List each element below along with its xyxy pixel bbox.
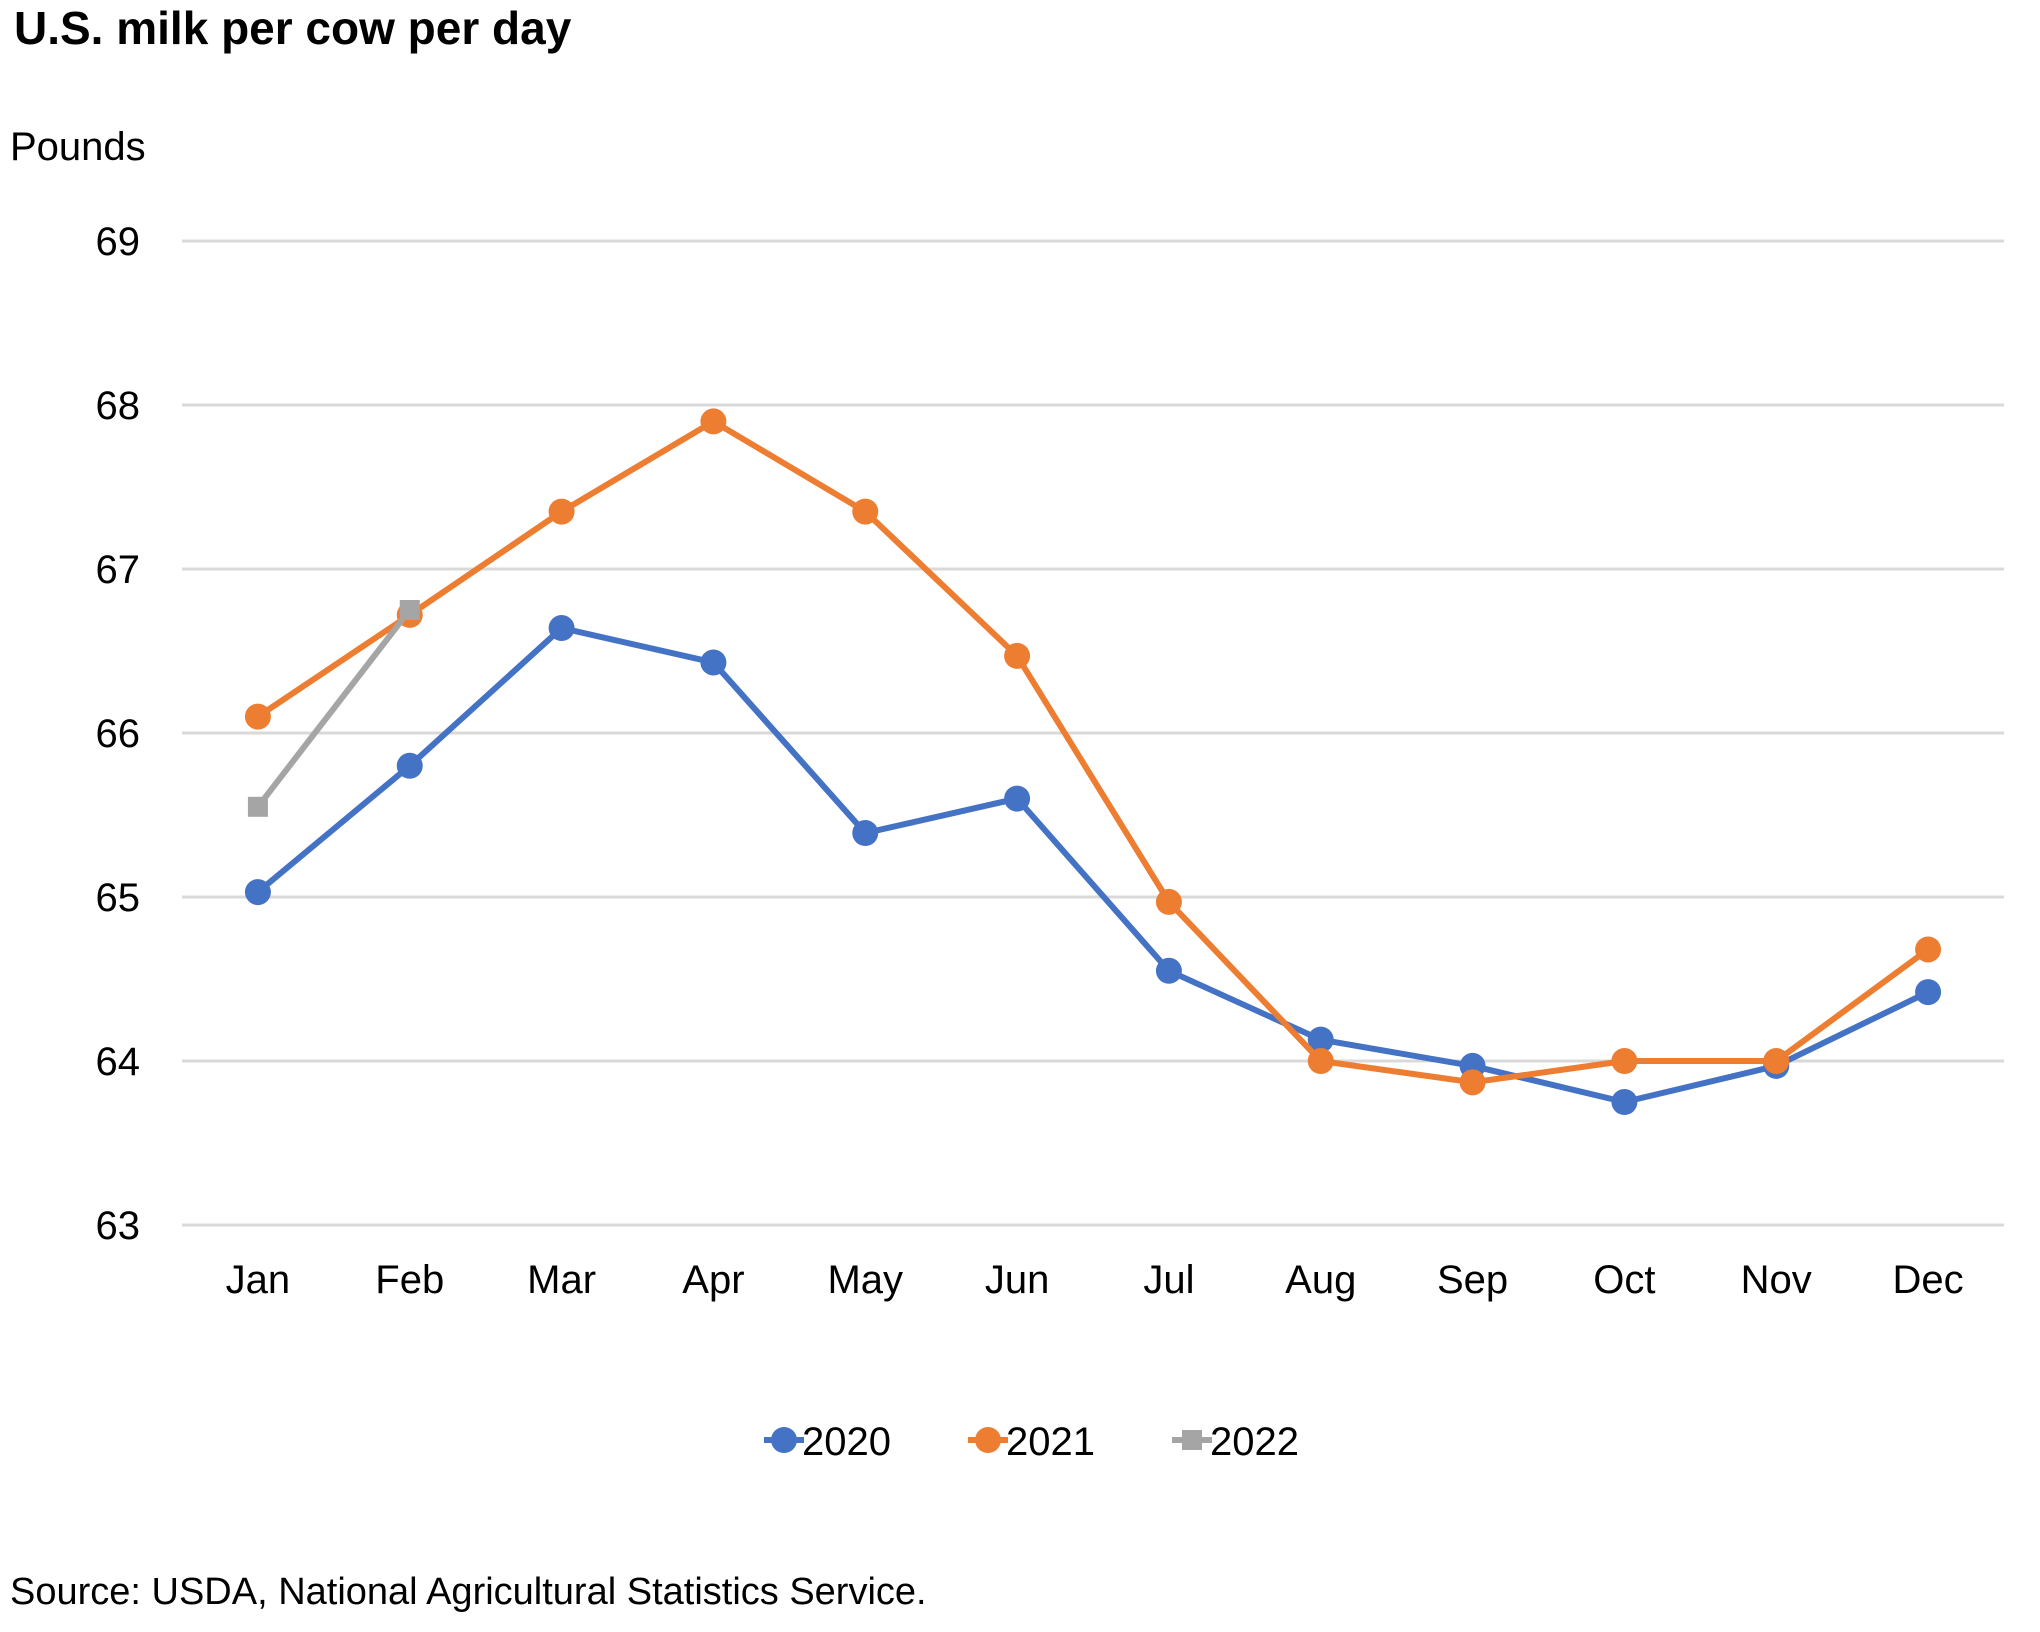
legend: 2020 2021 2022	[764, 1420, 1299, 1464]
source-note: Source: USDA, National Agricultural Stat…	[10, 1571, 927, 1613]
legend-marker	[1182, 1430, 1202, 1450]
chart-title: U.S. milk per cow per day	[14, 2, 572, 54]
x-tick-label: Sep	[1437, 1258, 1508, 1302]
y-axis-label: Pounds	[10, 125, 146, 169]
x-tick-label: Mar	[527, 1258, 596, 1302]
x-tick-label: Jun	[985, 1258, 1050, 1302]
data-point	[244, 703, 271, 730]
data-point	[1915, 936, 1942, 963]
y-tick-label: 63	[96, 1204, 141, 1248]
data-point	[1611, 1089, 1638, 1115]
y-tick-label: 64	[96, 1040, 141, 1084]
series-2020	[244, 615, 1942, 1115]
data-point	[1004, 785, 1031, 812]
legend-item-2020: 2020	[764, 1420, 891, 1464]
data-point	[852, 820, 879, 847]
x-tick-label: Aug	[1285, 1258, 1356, 1302]
x-tick-label: Oct	[1593, 1258, 1655, 1302]
legend-marker	[975, 1427, 1001, 1453]
legend-item-2021: 2021	[968, 1420, 1095, 1464]
y-tick-label: 69	[96, 220, 141, 264]
series-layer	[244, 408, 1942, 1115]
x-tick-label: Apr	[682, 1258, 744, 1302]
data-point	[1004, 642, 1031, 669]
x-tick-label: Jul	[1143, 1258, 1194, 1302]
legend-label: 2022	[1210, 1420, 1299, 1464]
gridlines	[182, 239, 2004, 1227]
legend-label: 2020	[802, 1420, 891, 1464]
series-line	[255, 625, 1930, 1105]
x-tick-label: Jan	[226, 1258, 291, 1302]
series-2021	[244, 408, 1942, 1096]
data-point	[852, 498, 879, 525]
series-line	[256, 418, 1930, 1086]
data-point	[548, 615, 575, 642]
data-point	[1307, 1026, 1334, 1053]
data-point	[700, 408, 727, 435]
data-point	[247, 796, 268, 817]
y-tick-label: 68	[96, 384, 141, 428]
data-point	[1611, 1048, 1638, 1074]
data-point	[1915, 979, 1942, 1006]
legend-item-2022: 2022	[1172, 1420, 1299, 1464]
legend-label: 2021	[1006, 1420, 1095, 1464]
series-2022	[247, 600, 420, 817]
data-point	[244, 879, 271, 906]
x-tick-label: Nov	[1741, 1258, 1812, 1302]
data-point	[700, 649, 727, 676]
data-point	[1307, 1048, 1334, 1074]
x-tick-label: May	[827, 1258, 903, 1302]
data-point	[399, 600, 420, 620]
x-tick-label: Feb	[375, 1258, 444, 1302]
y-axis-ticks: 63 64 65 66 67 68 69	[96, 220, 141, 1248]
data-point	[1763, 1048, 1790, 1074]
y-tick-label: 67	[96, 548, 141, 592]
y-tick-label: 66	[96, 712, 141, 756]
data-point	[1459, 1069, 1486, 1096]
data-point	[396, 752, 423, 779]
data-point	[548, 498, 575, 525]
data-point	[1155, 888, 1182, 915]
legend-marker	[771, 1427, 797, 1453]
x-axis-ticks: Jan Feb Mar Apr May Jun Jul Aug Sep Oct Nov Dec	[226, 1258, 1964, 1302]
data-point	[1155, 957, 1182, 984]
x-tick-label: Dec	[1893, 1258, 1964, 1302]
series-line	[255, 608, 413, 809]
y-tick-label: 65	[96, 876, 141, 920]
